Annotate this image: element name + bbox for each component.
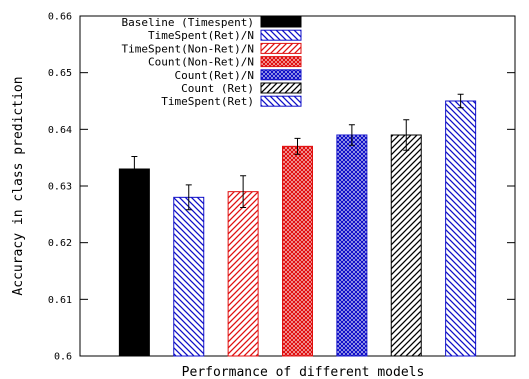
error-bar-5 (348, 124, 355, 146)
y-tick-label: 0.62 (48, 238, 72, 249)
legend-swatch (260, 29, 302, 41)
y-tick-label: 0.66 (48, 12, 72, 23)
y-tick-label: 0.61 (48, 295, 72, 306)
legend-label: Count(Non-Ret)/N (148, 56, 254, 69)
y-tick-label: 0.63 (48, 182, 72, 193)
legend-swatch (260, 16, 302, 28)
error-bar-2 (185, 184, 192, 211)
x-axis-label: Performance of different models (182, 365, 425, 379)
y-tick-label: 0.65 (48, 68, 72, 79)
legend-label: Count (Ret) (181, 82, 254, 95)
bar-1 (118, 168, 150, 357)
legend-label: TimeSpent(Ret) (161, 95, 254, 108)
y-axis-label: Accuracy in class prediction (11, 76, 26, 295)
legend-swatch (260, 82, 302, 94)
legend-label: TimeSpent(Ret)/N (148, 29, 254, 42)
legend-label: Baseline (Timespent) (122, 16, 254, 29)
bar-5 (336, 134, 368, 357)
y-tick-label: 0.64 (48, 125, 72, 136)
chart-legend: Baseline (Timespent)TimeSpent(Ret)/NTime… (122, 16, 302, 108)
legend-swatch (260, 95, 302, 107)
legend-swatch (260, 69, 302, 81)
bar-2 (173, 196, 205, 357)
error-bar-3 (240, 175, 247, 209)
legend-label: TimeSpent(Non-Ret)/N (122, 42, 254, 55)
error-bar-1 (131, 156, 138, 182)
legend-swatch (260, 42, 302, 54)
error-bar-7 (457, 93, 464, 109)
bar-7 (445, 100, 477, 357)
chart-bars (118, 93, 477, 357)
legend-swatch (260, 56, 302, 68)
error-bar-4 (294, 137, 301, 155)
bar-6 (390, 134, 422, 357)
error-bar-6 (403, 119, 410, 151)
y-tick-label: 0.6 (54, 352, 72, 363)
bar-3 (227, 191, 259, 357)
legend-label: Count(Ret)/N (175, 69, 254, 82)
bar-4 (282, 145, 313, 357)
